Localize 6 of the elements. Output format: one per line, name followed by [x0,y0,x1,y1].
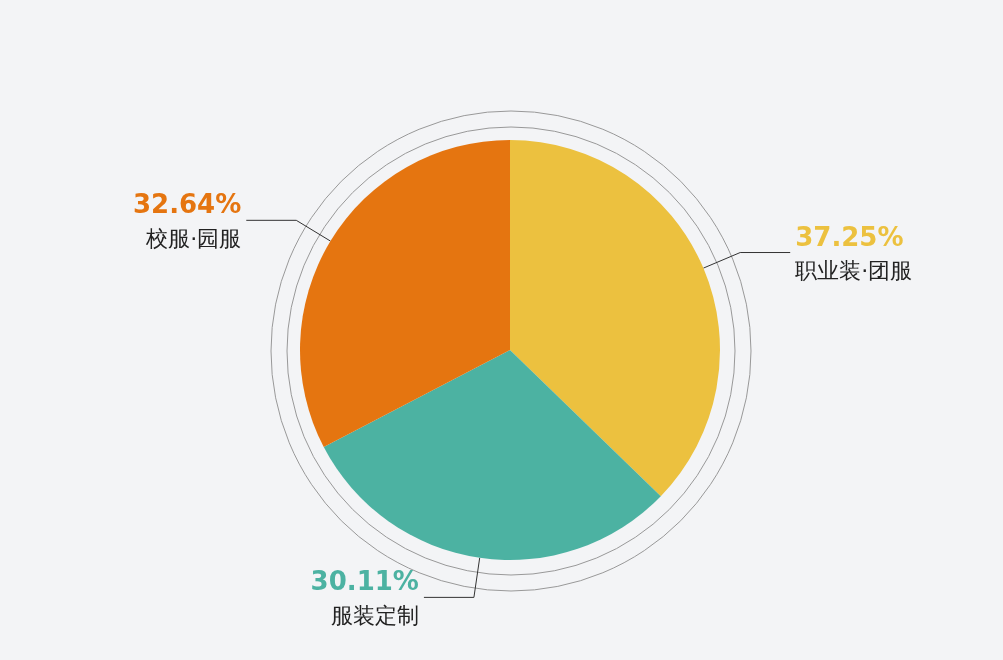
slice-label: 服装定制 [330,602,419,628]
slice-label: 校服·园服 [145,225,242,251]
data-label: 32.64% [132,189,242,220]
data-label: 37.25% [795,221,904,252]
data-label: 30.11% [310,566,419,597]
slice-label: 职业装·团服 [795,258,913,284]
